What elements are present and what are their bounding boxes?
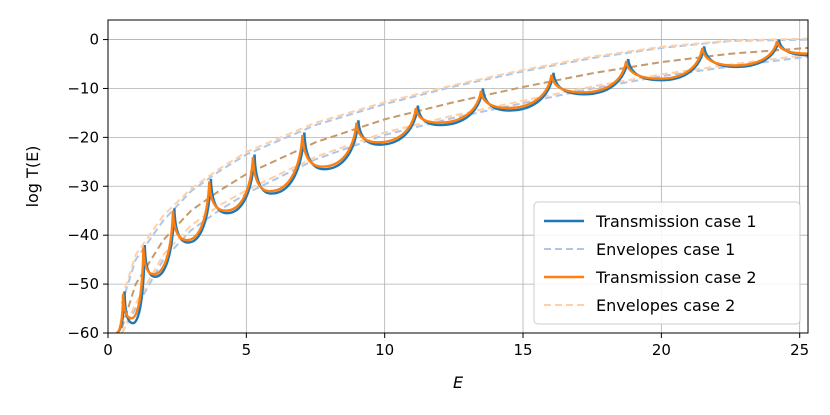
x-tick-label: 20: [652, 341, 671, 359]
y-tick-label: −50: [67, 275, 99, 293]
x-tick-label: 10: [375, 341, 394, 359]
y-tick-label: −10: [67, 79, 99, 97]
axis-ticks: 0 5 10 15 20 25 0 −10 −20 −30 −40 −50 −60: [67, 31, 809, 359]
legend-label-3: Transmission case 2: [595, 268, 757, 287]
legend-label-4: Envelopes case 2: [596, 296, 735, 315]
x-tick-label: 25: [790, 341, 809, 359]
legend-label-1: Transmission case 1: [595, 212, 757, 231]
series-layer: [115, 37, 808, 333]
envelope-case1-upper-line: [120, 38, 808, 305]
legend-label-2: Envelopes case 1: [596, 240, 735, 259]
envelope-mid-line: [120, 46, 808, 329]
y-tick-label: −30: [67, 177, 99, 195]
x-axis-label: E: [453, 373, 464, 392]
envelope-case2-lower-line: [120, 53, 808, 333]
series-group: [115, 37, 808, 333]
y-tick-label: −40: [67, 226, 99, 244]
x-tick-label: 5: [242, 341, 252, 359]
legend: Transmission case 1 Envelopes case 1 Trans…: [533, 201, 801, 325]
envelope-case2-upper-line: [120, 37, 808, 300]
x-tick-label: 15: [513, 341, 532, 359]
y-axis-label: log T(E): [23, 146, 42, 208]
y-tick-label: 0: [89, 31, 99, 49]
y-tick-label: −20: [67, 128, 99, 146]
plot-frame: [107, 19, 809, 334]
x-tick-label: 0: [103, 341, 113, 359]
transmission-case2-line: [115, 40, 808, 333]
y-tick-label: −60: [67, 324, 99, 342]
legend-box: [533, 201, 801, 325]
